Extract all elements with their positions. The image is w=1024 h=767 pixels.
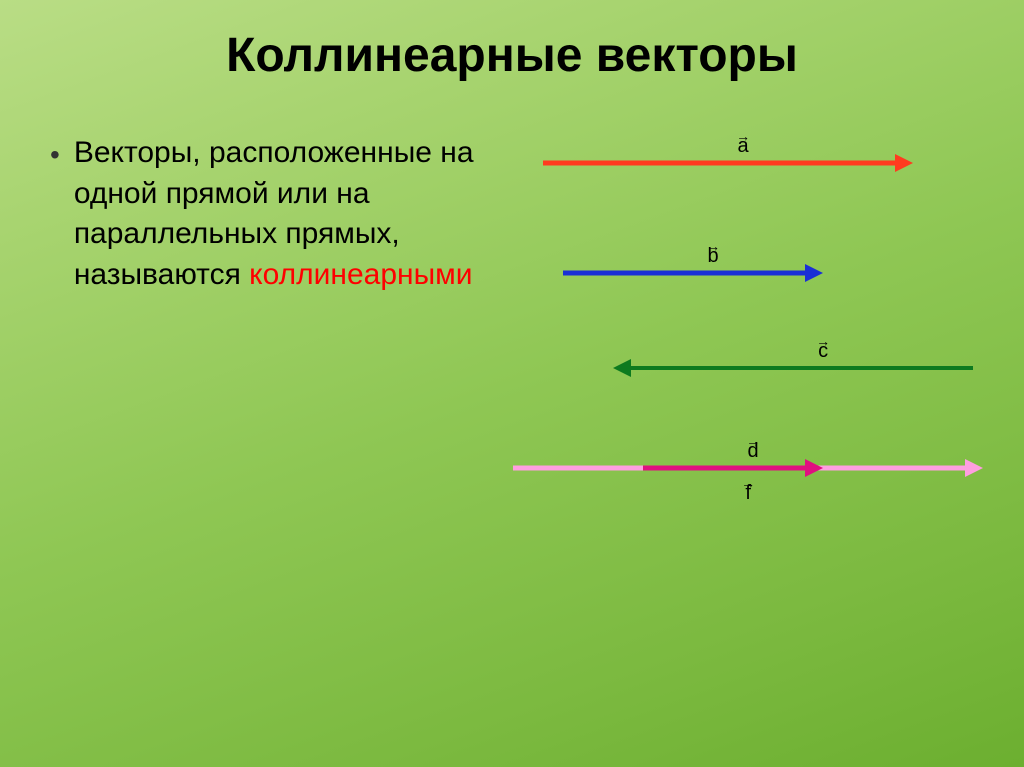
slide-title: Коллинеарные векторы — [0, 0, 1024, 83]
vector-label-d: →d — [743, 440, 763, 463]
vector-diagram: →a →b →c →f →d — [493, 133, 984, 633]
vector-label-a: →a — [733, 135, 753, 158]
vector-label-b: →b — [703, 245, 723, 268]
definition-highlight: коллинеарными — [249, 258, 472, 291]
bullet-marker: • — [50, 139, 60, 171]
content-area: • Векторы, расположенные на одной прямой… — [0, 133, 1024, 633]
vector-label-c: →c — [813, 340, 833, 363]
definition-text: Векторы, расположенные на одной прямой и… — [74, 133, 493, 295]
bullet-item: • Векторы, расположенные на одной прямой… — [50, 133, 493, 295]
vector-label-f: →f — [738, 482, 758, 505]
text-panel: • Векторы, расположенные на одной прямой… — [40, 133, 493, 633]
